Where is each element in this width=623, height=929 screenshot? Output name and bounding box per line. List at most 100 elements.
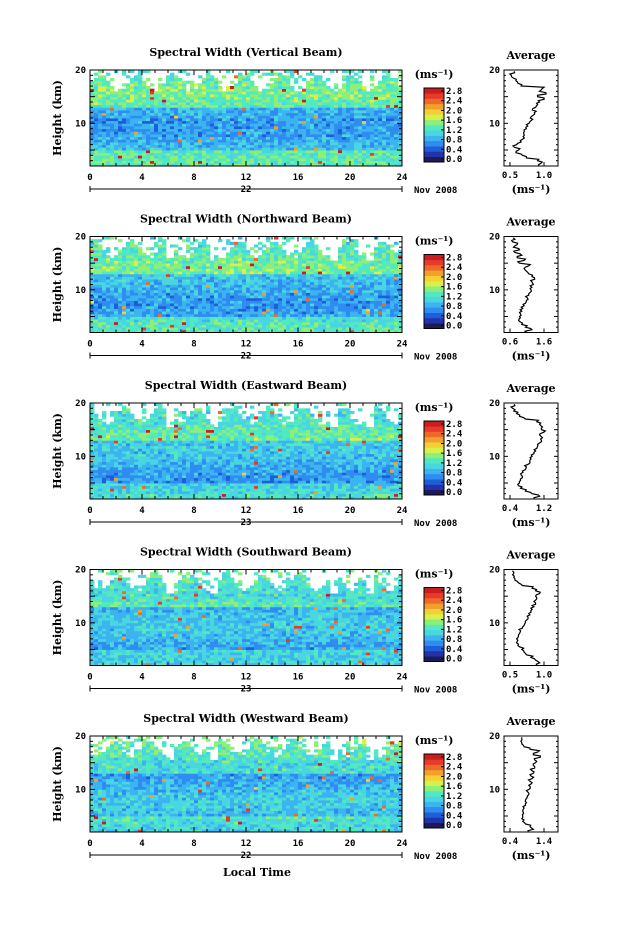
- heatmap-cell: [114, 128, 119, 132]
- heatmap-cell: [314, 281, 319, 285]
- heatmap-cell: [206, 252, 211, 256]
- heatmap-cell: [278, 252, 283, 256]
- heatmap-cell: [310, 263, 315, 267]
- heatmap-cell: [194, 287, 199, 291]
- heatmap-cell: [182, 324, 187, 328]
- heatmap-cell: [182, 126, 187, 130]
- heatmap-cell: [118, 268, 123, 272]
- heatmap-cell: [114, 303, 119, 307]
- heatmap-cell: [262, 276, 267, 280]
- heatmap-cell: [142, 142, 147, 146]
- heatmap-cell: [122, 72, 127, 76]
- heatmap-cell: [198, 123, 203, 127]
- heatmap-cell: [90, 158, 95, 162]
- heatmap-cell: [150, 268, 155, 272]
- heatmap-cell: [354, 289, 359, 293]
- heatmap-cell: [222, 271, 227, 275]
- heatmap-cell: [202, 83, 207, 87]
- heatmap-cell: [378, 99, 383, 103]
- heatmap-cell: [306, 268, 311, 272]
- heatmap-cell: [254, 311, 259, 315]
- heatmap-cell: [358, 70, 363, 74]
- heatmap-cell: [262, 123, 267, 127]
- heatmap-cell: [98, 91, 103, 95]
- heatmap-cell: [186, 118, 191, 122]
- heatmap-cell: [290, 321, 295, 325]
- heatmap-cell: [122, 70, 127, 74]
- heatmap-cell: [210, 155, 215, 159]
- heatmap-cell: [370, 88, 375, 92]
- heatmap-cell: [110, 88, 115, 92]
- heatmap-cell: [202, 144, 207, 148]
- heatmap-cell: [214, 303, 219, 307]
- heatmap-cell: [90, 126, 95, 130]
- heatmap-cell: [394, 94, 399, 98]
- heatmap-cell: [130, 303, 135, 307]
- heatmap-cell: [286, 319, 291, 323]
- heatmap-cell: [162, 102, 167, 106]
- heatmap-cell: [334, 284, 339, 288]
- heatmap-cell: [170, 147, 175, 151]
- heatmap-cell: [150, 104, 155, 108]
- heatmap-cell: [234, 257, 239, 261]
- heatmap-cell: [138, 112, 143, 116]
- heatmap-cell: [162, 247, 167, 251]
- heatmap-cell: [190, 96, 195, 100]
- heatmap-cell: [122, 257, 127, 261]
- heatmap-cell: [286, 276, 291, 280]
- heatmap-cell: [98, 292, 103, 296]
- heatmap-cell: [166, 292, 171, 296]
- heatmap-cell: [238, 249, 243, 253]
- heatmap-cell: [362, 308, 367, 312]
- heatmap-cell: [198, 316, 203, 320]
- heatmap-cell: [154, 295, 159, 299]
- heatmap-cell: [122, 327, 127, 331]
- heatmap-cell: [138, 96, 143, 100]
- heatmap-cell: [194, 136, 199, 140]
- heatmap-cell: [318, 263, 323, 267]
- heatmap-cell: [306, 276, 311, 280]
- heatmap-cell: [302, 115, 307, 119]
- heatmap-cell: [242, 139, 247, 143]
- heatmap-cell: [118, 112, 123, 116]
- heatmap-cell: [394, 160, 399, 164]
- heatmap-cell: [182, 263, 187, 267]
- heatmap-cell: [338, 144, 343, 148]
- heatmap-cell: [338, 150, 343, 154]
- heatmap-cell: [154, 158, 159, 162]
- heatmap-cell: [394, 112, 399, 116]
- heatmap-cell: [346, 110, 351, 114]
- heatmap-cell: [310, 80, 315, 84]
- heatmap-cell: [206, 311, 211, 315]
- heatmap-cell: [318, 295, 323, 299]
- heatmap-cell: [266, 112, 271, 116]
- heatmap-cell: [314, 158, 319, 162]
- heatmap-cell: [270, 287, 275, 291]
- heatmap-cell: [194, 279, 199, 283]
- heatmap-cell: [318, 110, 323, 114]
- heatmap-cell: [166, 75, 171, 79]
- heatmap-cell: [126, 99, 131, 103]
- heatmap-cell: [198, 311, 203, 315]
- heatmap-cell: [278, 271, 283, 275]
- heatmap-cell: [306, 287, 311, 291]
- heatmap-cell: [306, 134, 311, 138]
- heatmap-cell: [178, 260, 183, 264]
- heatmap-cell: [366, 329, 371, 333]
- heatmap-cell: [194, 316, 199, 320]
- heatmap-cell: [202, 305, 207, 309]
- heatmap-cell: [350, 276, 355, 280]
- heatmap-cell: [262, 305, 267, 309]
- heatmap-cell: [226, 118, 231, 122]
- heatmap-cell: [158, 120, 163, 124]
- heatmap-cell: [166, 311, 171, 315]
- heatmap-cell: [242, 268, 247, 272]
- heatmap-cell: [174, 316, 179, 320]
- heatmap-cell: [98, 136, 103, 140]
- heatmap-cell: [242, 163, 247, 167]
- heatmap-cell: [310, 72, 315, 76]
- heatmap-cell: [302, 78, 307, 82]
- heatmap-cell: [90, 327, 95, 331]
- heatmap-cell: [126, 115, 131, 119]
- heatmap-cell: [162, 316, 167, 320]
